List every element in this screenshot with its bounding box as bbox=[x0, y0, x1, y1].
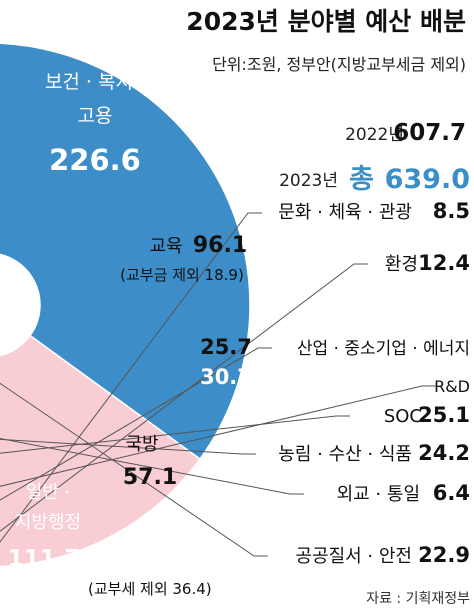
leader-line-6 bbox=[0, 415, 350, 454]
label-soc: SOC bbox=[384, 406, 422, 427]
label-environment: 환경 bbox=[385, 254, 418, 275]
label-culture: 문화 · 체육 · 관광 bbox=[278, 202, 412, 223]
label-public-order: 공공질서 · 안전 bbox=[295, 546, 412, 567]
note-education: (교부금 제외 18.9) bbox=[120, 266, 244, 284]
chart-title: 2023년 분야별 예산 배분 bbox=[186, 7, 466, 36]
leader-line-4 bbox=[0, 347, 272, 501]
label-general-admin-part1: 일반 · bbox=[26, 482, 71, 503]
label-diplomacy: 외교 · 통일 bbox=[337, 484, 420, 505]
slice-0 bbox=[0, 42, 251, 461]
note-general-admin: (교부세 제외 36.4) bbox=[88, 580, 212, 598]
value-rnd: 30.7 bbox=[200, 365, 252, 389]
leader-line-5 bbox=[0, 385, 436, 487]
value-industry: 25.7 bbox=[200, 335, 252, 359]
value-health-welfare: 226.6 bbox=[49, 143, 141, 177]
value-diplomacy: 6.4 bbox=[433, 481, 470, 505]
leader-line-10 bbox=[0, 382, 268, 557]
unit-note: 단위:조원, 정부안(지방교부세금 제외) bbox=[212, 55, 466, 74]
leader-line-7 bbox=[0, 438, 256, 455]
total-2022-label: 2022년 bbox=[345, 125, 404, 145]
label-agriculture: 농림 · 수산 · 식품 bbox=[278, 444, 412, 465]
total-2023-prefix: 총 bbox=[349, 164, 374, 195]
leader-line-8 bbox=[0, 437, 304, 495]
total-2023-label: 2023년 bbox=[279, 171, 338, 191]
total-2023-value: 639.0 bbox=[385, 164, 470, 195]
value-education: 96.1 bbox=[193, 233, 247, 258]
value-soc: 25.1 bbox=[418, 403, 470, 427]
value-environment: 12.4 bbox=[418, 251, 470, 275]
value-culture: 8.5 bbox=[433, 199, 470, 223]
leader-line-2 bbox=[0, 212, 262, 543]
label-health-welfare-part1: 보건 · 복지 · bbox=[45, 71, 145, 93]
leader-lines bbox=[0, 212, 436, 557]
value-defense: 57.1 bbox=[123, 465, 177, 490]
label-industry: 산업 · 중소기업 · 에너지 bbox=[297, 339, 470, 359]
label-general-admin-part2: 지방행정 bbox=[15, 512, 81, 533]
value-public-order: 22.9 bbox=[418, 543, 470, 567]
total-2022-value: 607.7 bbox=[393, 120, 466, 146]
value-agriculture: 24.2 bbox=[418, 441, 470, 465]
label-education: 교육 bbox=[149, 236, 182, 257]
label-health-welfare-part2: 고용 bbox=[78, 105, 113, 127]
value-general-admin: 111.7 bbox=[8, 546, 81, 572]
label-rnd: R&D bbox=[434, 377, 470, 396]
label-defense: 국방 bbox=[125, 434, 158, 455]
source-credit: 자료 : 기획재정부 bbox=[366, 591, 470, 607]
